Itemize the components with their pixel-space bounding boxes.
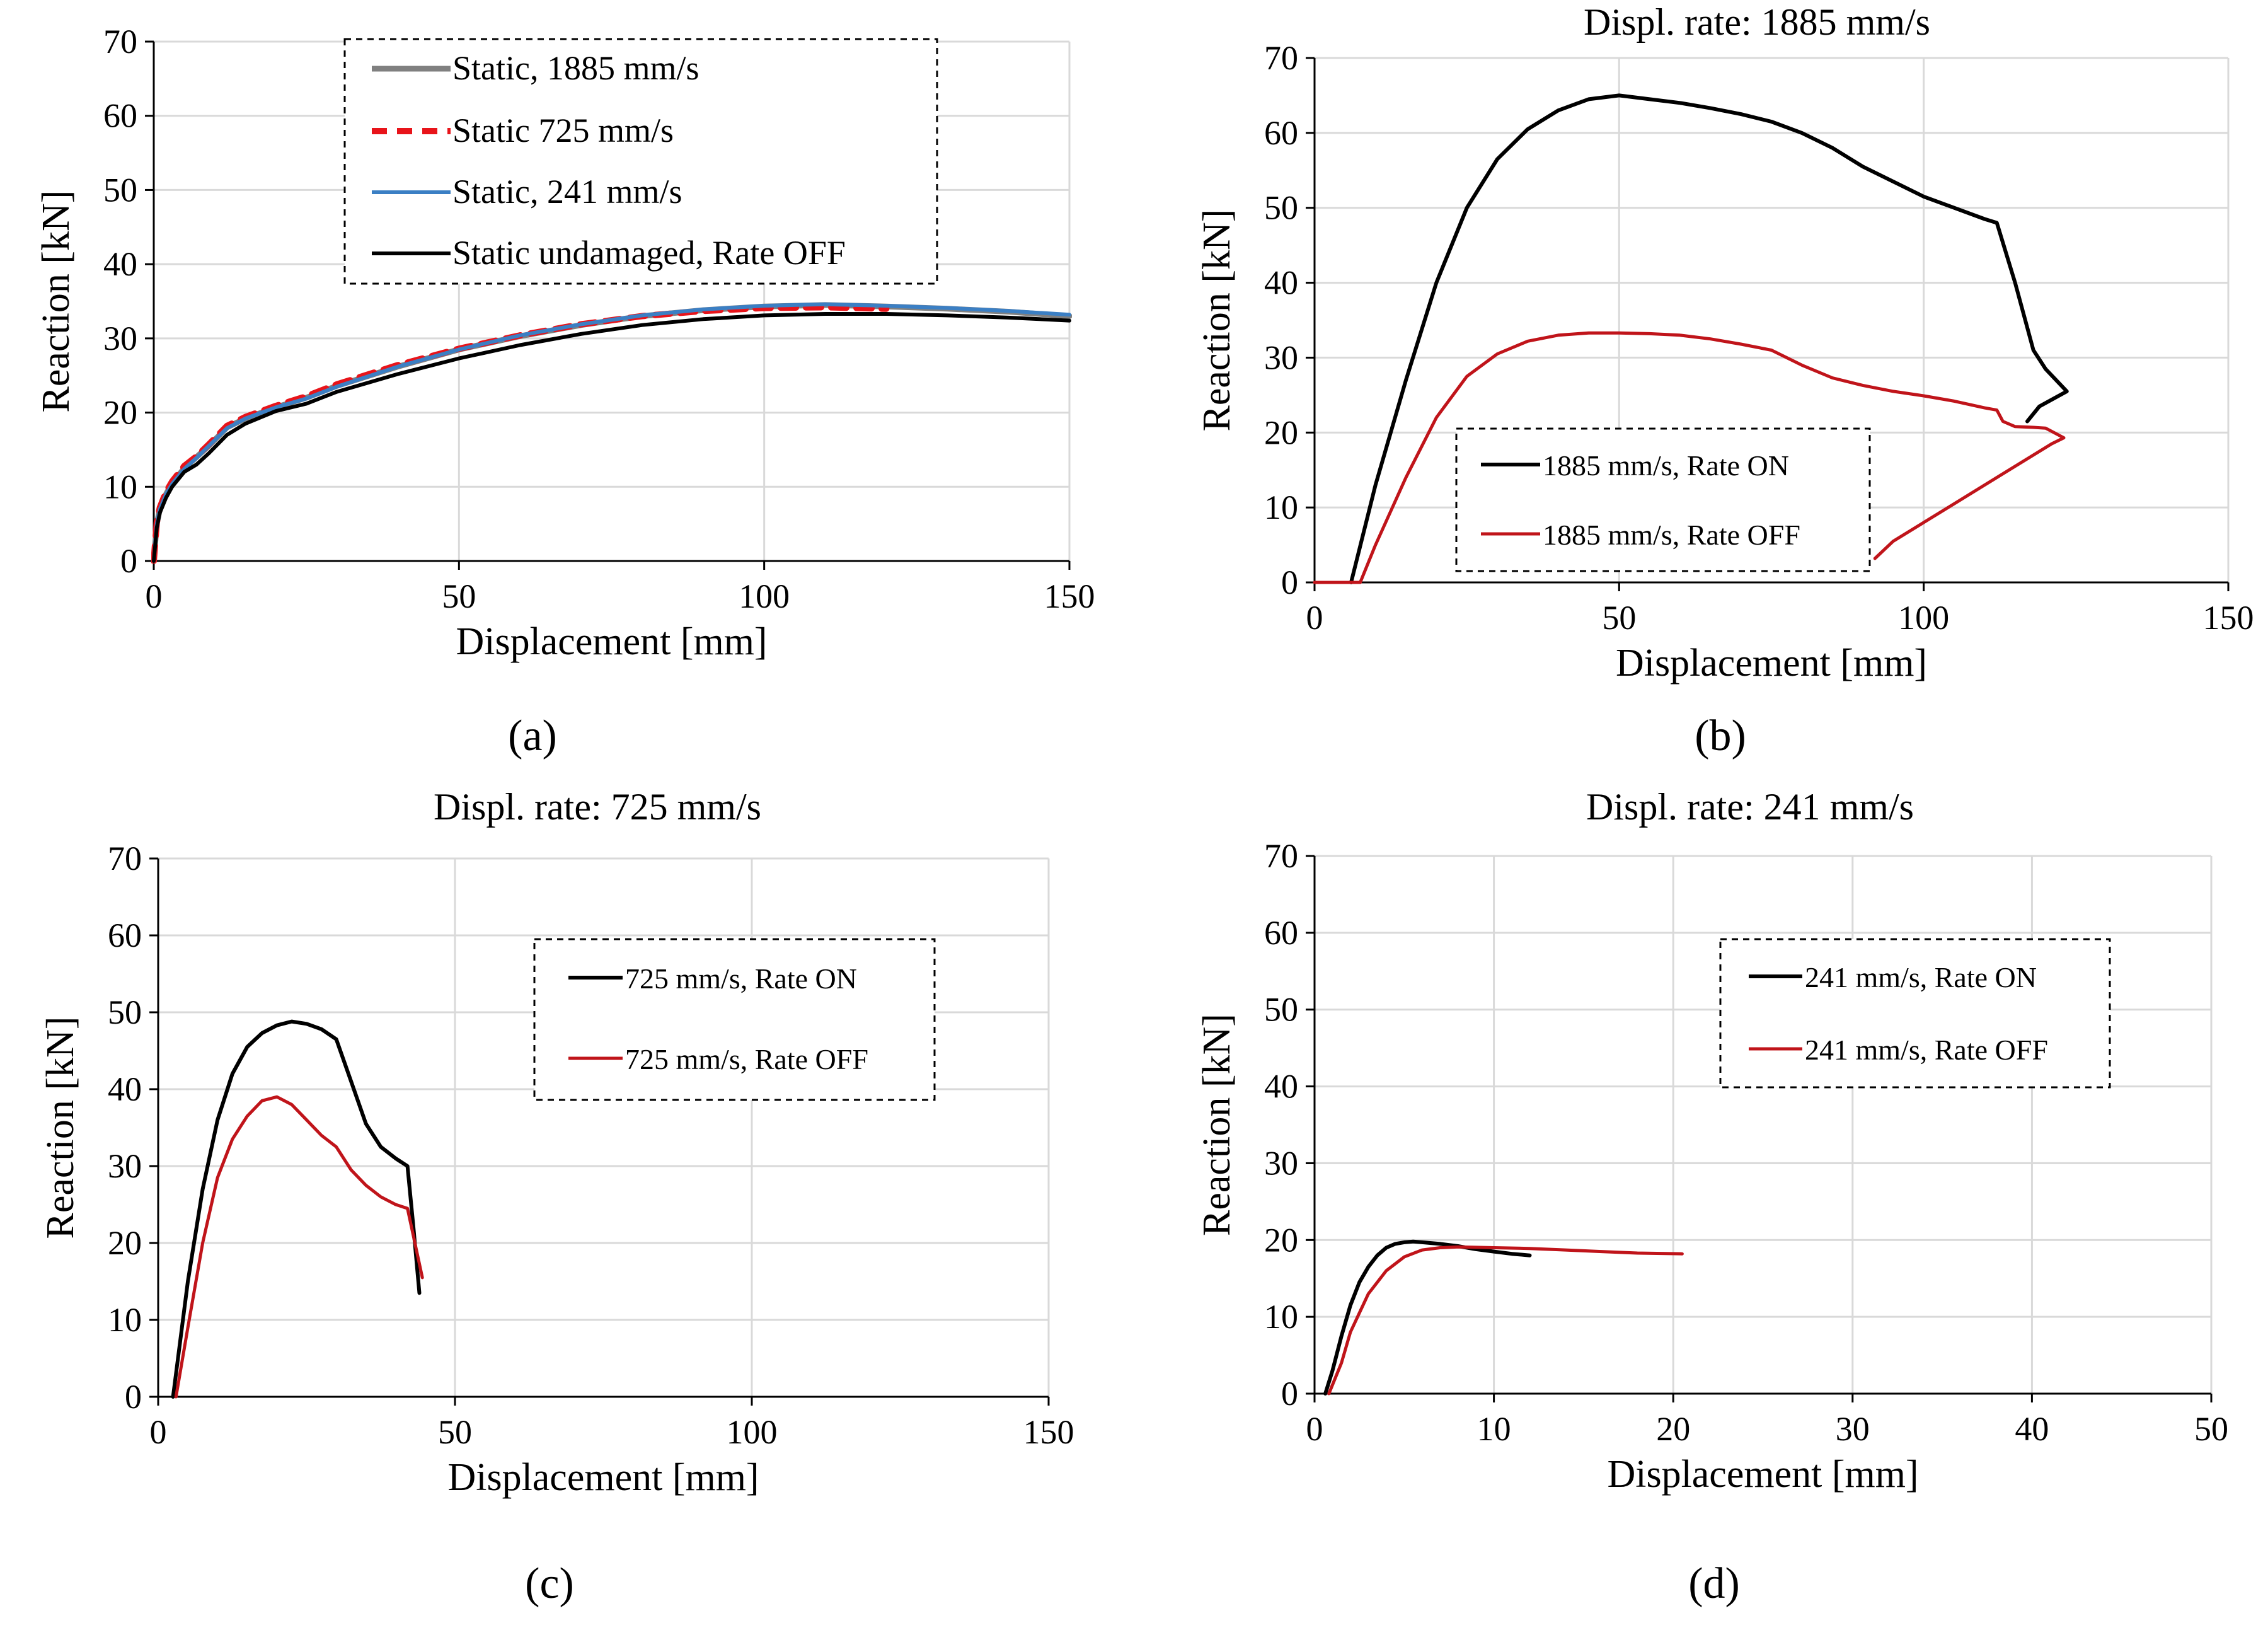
y-tick-label: 20 — [103, 394, 137, 432]
legend-label: Static 725 mm/s — [452, 112, 674, 149]
series-line-1 — [171, 1019, 422, 1399]
x-tick-label: 100 — [727, 1413, 778, 1451]
chart-caption: (c) — [525, 1559, 574, 1608]
y-tick-label: 10 — [1264, 488, 1298, 526]
y-tick-label: 40 — [1264, 1068, 1298, 1106]
x-tick-label: 50 — [438, 1413, 472, 1451]
chart-caption: (d) — [1688, 1559, 1740, 1608]
y-tick-label: 60 — [1264, 914, 1298, 952]
y-tick-label: 50 — [108, 993, 142, 1031]
legend: Static, 1885 mm/s Static 725 mm/s Static, … — [343, 38, 938, 285]
y-tick-label: 30 — [1264, 338, 1298, 376]
y-tick-label: 40 — [108, 1070, 142, 1108]
y-tick-label: 30 — [1264, 1144, 1298, 1182]
x-tick-label: 50 — [442, 577, 476, 615]
legend-label: 1885 mm/s, Rate ON — [1543, 449, 1789, 482]
x-tick-label: 50 — [2194, 1410, 2228, 1448]
y-tick-label: 0 — [1281, 1375, 1298, 1413]
y-tick-label: 60 — [103, 97, 137, 135]
y-tick-label: 50 — [1264, 991, 1298, 1029]
y-tick-label: 0 — [1281, 564, 1298, 601]
y-tick-label: 30 — [103, 320, 137, 357]
legend-label: 725 mm/s, Rate ON — [625, 962, 857, 995]
legend: 725 mm/s, Rate ON 725 mm/s, Rate OFF — [533, 938, 936, 1101]
y-tick-label: 50 — [103, 171, 137, 209]
legend: 1885 mm/s, Rate ON 1885 mm/s, Rate OFF — [1455, 427, 1871, 572]
y-tick-label: 40 — [103, 245, 137, 283]
chart-a: 0 50 100 150 0 10 20 30 40 50 60 70 Displacement [mm… — [35, 23, 1095, 760]
series-line-3 — [152, 302, 1071, 563]
y-tick-label: 70 — [1264, 39, 1298, 77]
legend-label: 241 mm/s, Rate OFF — [1805, 1034, 2048, 1066]
x-tick-label: 150 — [1023, 1413, 1074, 1451]
y-axis-label: Reaction [kN] — [39, 1017, 82, 1239]
chart-title: Displ. rate: 241 mm/s — [1586, 786, 1914, 828]
x-tick-label: 150 — [2203, 599, 2254, 637]
y-axis-label: Reaction [kN] — [1195, 1014, 1238, 1236]
series-line-4 — [152, 312, 1071, 563]
series-line-2 — [174, 1095, 424, 1399]
y-tick-label: 70 — [108, 840, 142, 877]
y-tick-label: 60 — [108, 916, 142, 954]
y-tick-label: 50 — [1264, 189, 1298, 227]
x-axis-label: Displacement [mm] — [1607, 1453, 1918, 1496]
chart-caption: (a) — [508, 712, 557, 760]
x-axis-label: Displacement [mm] — [447, 1456, 759, 1499]
y-tick-label: 70 — [1264, 837, 1298, 875]
series-line-2 — [1327, 1245, 1684, 1396]
series-line-2 — [1313, 331, 2066, 584]
chart-caption: (b) — [1695, 712, 1746, 760]
chart-title: Displ. rate: 725 mm/s — [434, 786, 761, 828]
legend-label: Static undamaged, Rate OFF — [452, 234, 846, 272]
x-axis-label: Displacement [mm] — [456, 620, 767, 663]
legend-label: Static, 1885 mm/s — [452, 49, 699, 87]
y-tick-label: 60 — [1264, 114, 1298, 152]
x-tick-label: 150 — [1044, 577, 1095, 615]
legend-label: Static, 241 mm/s — [452, 173, 682, 211]
x-axis-label: Displacement [mm] — [1616, 642, 1927, 685]
chart-c: 0 50 100 150 0 10 20 30 40 50 60 70 Displacement [mm… — [39, 786, 1074, 1608]
x-tick-label: 30 — [1836, 1410, 1870, 1448]
x-tick-label: 10 — [1477, 1410, 1511, 1448]
y-axis-label: Reaction [kN] — [35, 190, 78, 413]
y-tick-label: 0 — [125, 1378, 142, 1416]
x-tick-label: 20 — [1656, 1410, 1690, 1448]
legend-box — [343, 38, 938, 285]
x-tick-label: 0 — [146, 577, 163, 615]
legend: 241 mm/s, Rate ON 241 mm/s, Rate OFF — [1719, 938, 2111, 1089]
legend-box — [1719, 938, 2111, 1089]
y-tick-label: 30 — [108, 1147, 142, 1185]
chart-d: 0 10 20 30 40 50 0 10 20 30 40 50 60 70 Displacement [… — [1195, 786, 2228, 1608]
legend-box — [533, 938, 936, 1101]
legend-label: 1885 mm/s, Rate OFF — [1543, 519, 1800, 551]
x-tick-label: 50 — [1602, 599, 1636, 637]
series-line-1 — [1349, 93, 2069, 584]
x-tick-label: 0 — [1306, 1410, 1323, 1448]
y-axis-label: Reaction [kN] — [1195, 209, 1238, 432]
y-tick-label: 20 — [1264, 1221, 1298, 1259]
legend-box — [1455, 427, 1871, 572]
y-tick-label: 10 — [108, 1301, 142, 1339]
y-tick-label: 20 — [1264, 413, 1298, 451]
y-tick-label: 40 — [1264, 264, 1298, 302]
x-tick-label: 0 — [150, 1413, 167, 1451]
series-line-1 — [1323, 1239, 1532, 1396]
x-tick-label: 100 — [739, 577, 790, 615]
series-line-1 — [151, 302, 1072, 564]
x-tick-label: 0 — [1306, 599, 1323, 637]
x-tick-label: 100 — [1898, 599, 1949, 637]
x-tick-label: 40 — [2015, 1410, 2049, 1448]
legend-label: 241 mm/s, Rate ON — [1805, 961, 2037, 993]
chart-title: Displ. rate: 1885 mm/s — [1584, 1, 1930, 43]
y-tick-label: 10 — [1264, 1298, 1298, 1336]
y-tick-label: 70 — [103, 23, 137, 61]
y-tick-label: 0 — [120, 542, 137, 580]
legend-label: 725 mm/s, Rate OFF — [625, 1043, 868, 1075]
y-tick-label: 10 — [103, 468, 137, 506]
chart-b: 0 50 100 150 0 10 20 30 40 50 60 70 Displacement [mm… — [1195, 1, 2254, 760]
y-tick-label: 20 — [108, 1224, 142, 1262]
